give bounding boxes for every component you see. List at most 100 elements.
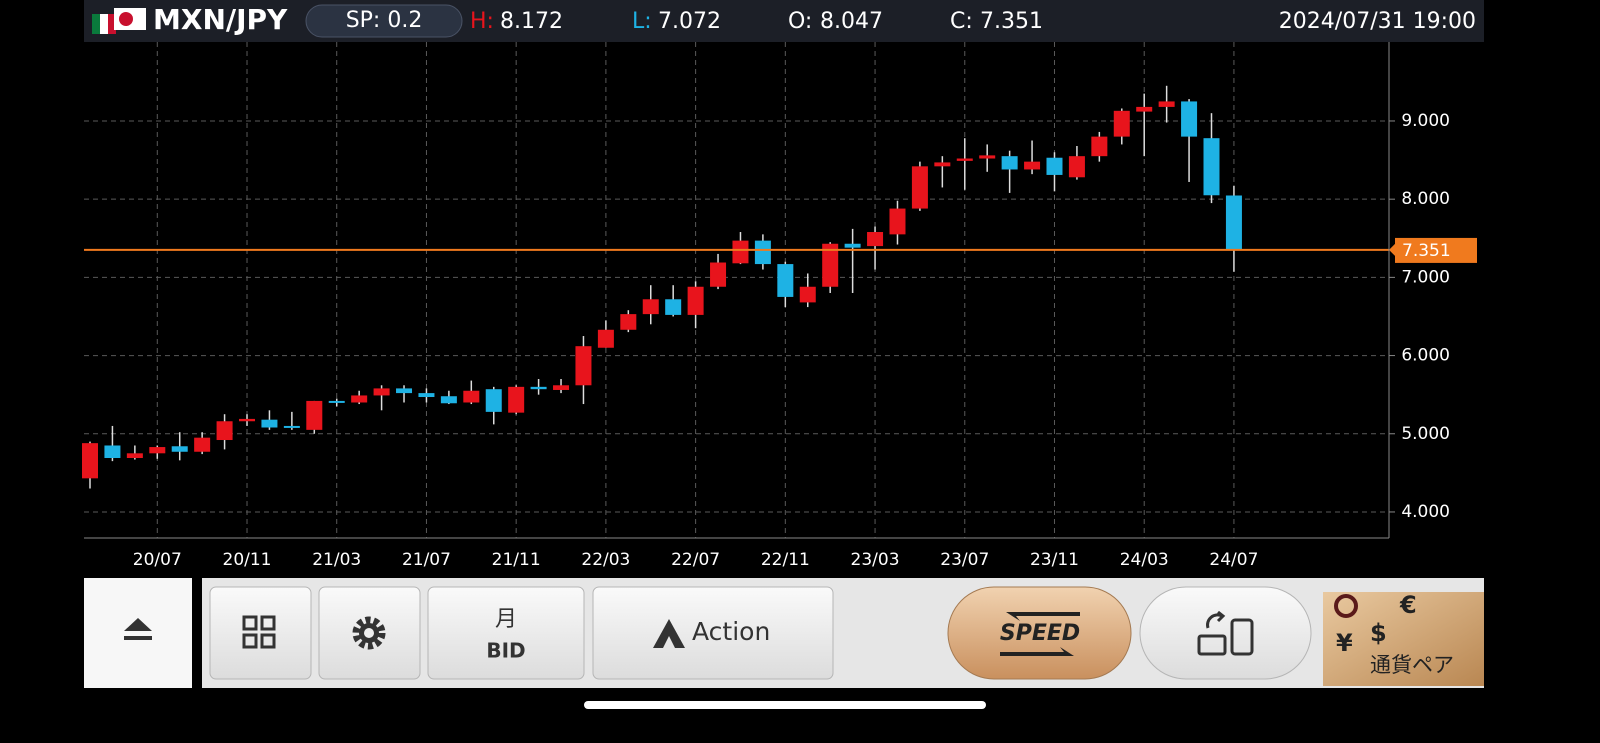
- currency-pair-tile[interactable]: [1323, 592, 1484, 686]
- candle-body: [979, 155, 996, 159]
- plot: 4.000 5.000 6.000 7.000 8.000 9.000 20/07 20/11…: [82, 42, 1477, 570]
- x-tick-label: 24/07: [1209, 550, 1258, 570]
- candle-body: [754, 240, 771, 265]
- candle-body: [956, 158, 973, 161]
- candle-body: [351, 395, 368, 403]
- x-tick-label: 21/03: [312, 550, 361, 570]
- layout-button[interactable]: [209, 586, 312, 680]
- candle-body: [1136, 106, 1153, 112]
- candle-body: [867, 232, 884, 247]
- candle-body: [844, 243, 861, 248]
- x-tick-label: 20/07: [133, 550, 182, 570]
- open-value: 8.047: [820, 9, 883, 34]
- grid-icon: [242, 615, 276, 649]
- candle-body: [911, 166, 928, 209]
- tile-icon: [1334, 594, 1358, 618]
- candle-body: [687, 286, 704, 315]
- low-label: L:: [632, 9, 652, 34]
- candle-body: [1113, 110, 1130, 137]
- spread-box: [305, 4, 463, 38]
- candle-body: [1024, 161, 1041, 170]
- candle-body: [642, 299, 659, 315]
- y-tick-label: 9.000: [1401, 111, 1450, 131]
- home-indicator: [584, 701, 986, 709]
- action-button[interactable]: [592, 586, 834, 680]
- candle-body: [620, 314, 637, 330]
- candle-body: [799, 286, 816, 303]
- last-price-box: [1395, 237, 1477, 263]
- speed-arrows: [1000, 612, 1080, 656]
- candle-body: [239, 418, 256, 422]
- x-tick-label: 22/11: [761, 550, 810, 570]
- candle-body: [889, 208, 906, 235]
- candle-body: [418, 393, 435, 398]
- candle-body: [575, 346, 592, 386]
- candle-body: [463, 390, 480, 403]
- low-value: 7.072: [658, 9, 721, 34]
- candle-body: [710, 262, 727, 287]
- tile-euro: €: [1399, 591, 1417, 619]
- candle-body: [822, 243, 839, 287]
- candle-body: [1091, 136, 1108, 157]
- candle-body: [373, 388, 390, 396]
- eject-icon: [124, 618, 152, 640]
- y-tick-label: 7.000: [1401, 267, 1450, 287]
- datetime: 2024/07/31 19:00: [1279, 9, 1476, 34]
- candle-body: [485, 389, 502, 412]
- candle-body: [732, 240, 749, 264]
- y-tick-label: 6.000: [1401, 346, 1450, 366]
- speed-button[interactable]: [947, 586, 1132, 680]
- x-tick-label: 22/07: [671, 550, 720, 570]
- x-tick-label: 20/11: [223, 550, 272, 570]
- candle-body: [283, 425, 300, 428]
- candle-body: [553, 385, 570, 390]
- candle-body: [1158, 101, 1175, 107]
- candle-body: [508, 386, 525, 413]
- candle-body: [1046, 157, 1063, 175]
- tile-yen: ¥: [1336, 629, 1353, 657]
- x-tick-label: 23/03: [851, 550, 900, 570]
- candle-body: [328, 400, 345, 403]
- action-icon: [653, 619, 685, 648]
- currency-pair: MXN/JPY: [153, 3, 288, 36]
- candle-body: [1001, 156, 1018, 170]
- header-bar: [84, 0, 1484, 42]
- candle-body: [82, 443, 98, 479]
- speed-label: SPEED: [1000, 621, 1080, 646]
- y-tick-label: 5.000: [1401, 424, 1450, 444]
- rotate-icon: [1197, 610, 1254, 656]
- gear-icon: [352, 616, 386, 650]
- candle-body: [1068, 156, 1085, 178]
- candle-body: [1181, 101, 1198, 137]
- collapse-button[interactable]: [84, 578, 192, 688]
- tile-dollar: $: [1370, 619, 1387, 647]
- rotate-button[interactable]: [1139, 586, 1312, 680]
- action-label: Action: [692, 617, 770, 646]
- x-tick-label: 24/03: [1120, 550, 1169, 570]
- high-label: H:: [470, 9, 494, 34]
- x-tick-label: 21/07: [402, 550, 451, 570]
- last-price-marker: [1389, 243, 1395, 256]
- candle-body: [104, 445, 121, 459]
- open-label: O:: [788, 9, 812, 34]
- close-label: C:: [950, 9, 973, 34]
- x-tick-label: 22/03: [581, 550, 630, 570]
- candle-body: [194, 437, 211, 452]
- candle-body: [440, 396, 457, 404]
- candle-body: [934, 162, 951, 167]
- flags: [92, 8, 146, 34]
- high-value: 8.172: [500, 9, 563, 34]
- candle-body: [261, 419, 278, 428]
- period-button[interactable]: [427, 586, 585, 680]
- x-tick-label: 23/11: [1030, 550, 1079, 570]
- candle-body: [171, 446, 188, 452]
- last-price-label: 7.351: [1402, 241, 1451, 261]
- spread: SP: 0.2: [346, 8, 423, 33]
- y-tick-label: 4.000: [1401, 502, 1450, 522]
- candle-body: [216, 421, 233, 441]
- x-tick-label: 21/11: [492, 550, 541, 570]
- candle-body: [777, 264, 794, 297]
- candle-body: [530, 386, 547, 390]
- candle-body: [126, 453, 143, 459]
